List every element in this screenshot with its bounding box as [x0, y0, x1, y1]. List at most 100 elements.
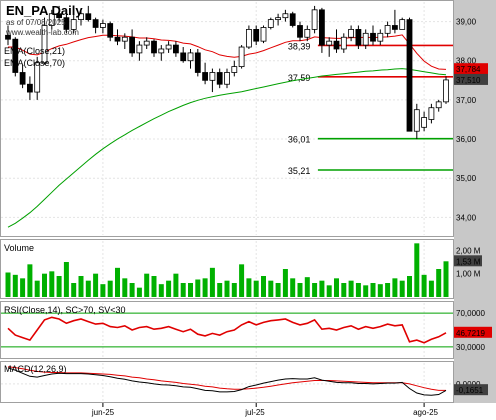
candle-body [428, 107, 435, 120]
candle-body [384, 25, 391, 34]
candle-body [443, 79, 449, 103]
candle [260, 25, 267, 44]
candle [70, 13, 77, 34]
volume-bar [414, 243, 420, 297]
volume-bar [246, 278, 252, 297]
candle [121, 33, 128, 49]
rsi-tick-label: 30,0000 [456, 343, 485, 352]
volume-bar [122, 278, 128, 297]
volume-bar [436, 269, 442, 297]
volume-bar [348, 280, 354, 297]
volume-bar [385, 283, 391, 297]
candle [406, 17, 413, 132]
candle [421, 111, 428, 132]
candle [245, 25, 252, 49]
candle [238, 45, 245, 69]
candle-body [158, 48, 165, 54]
candle [143, 37, 150, 49]
volume-bar [392, 278, 398, 297]
candle [428, 103, 435, 124]
volume-bar [253, 280, 259, 297]
volume-bar [355, 283, 361, 297]
volume-bar [217, 283, 223, 297]
rsi-lines [1, 312, 453, 348]
candle [34, 56, 41, 100]
candle [78, 9, 84, 26]
candle-body [304, 29, 311, 38]
volume-bar [231, 283, 237, 297]
candle [172, 41, 179, 57]
volume-bar [27, 264, 33, 297]
volume-bar [85, 280, 91, 297]
volume-bar [304, 277, 310, 297]
candle-body [355, 29, 362, 46]
candle [114, 29, 121, 46]
candle [267, 17, 274, 30]
volume-bar [326, 285, 332, 297]
volume-bar [297, 283, 303, 297]
volume-bar [407, 276, 412, 297]
candle-body [238, 46, 245, 68]
candle [326, 37, 333, 57]
volume-bar [180, 283, 186, 297]
candle [151, 39, 157, 57]
candle [231, 60, 238, 77]
candle [107, 21, 114, 42]
candle [85, 5, 92, 22]
candle [289, 11, 296, 28]
candle-body [326, 40, 333, 46]
candle-body [48, 13, 55, 26]
candle [100, 19, 106, 34]
macd-lines [1, 366, 453, 396]
x-tick-label: ago-25 [413, 408, 438, 417]
macd-line [7, 367, 447, 396]
volume-bar [63, 262, 69, 297]
ema70-line [7, 68, 447, 228]
candle-body [121, 36, 128, 42]
candle-body [209, 72, 216, 81]
volume-bar [166, 280, 172, 297]
candle [370, 25, 376, 46]
candle-body [34, 62, 41, 93]
support-resistance-levels: 38,39 37,59 36,01 35,21 [288, 41, 453, 176]
volume-bar [136, 287, 142, 297]
volume-bar [195, 279, 201, 297]
x-axis-strip [0, 403, 496, 420]
candle [413, 103, 420, 140]
candle [333, 29, 340, 53]
rsi-pane [0, 301, 454, 359]
rsi-label: RSI(Close,14), SC>70, SV<30 [4, 305, 126, 315]
volume-bar [173, 273, 179, 297]
candle-body [391, 25, 398, 30]
rsi-last-tag-bg [454, 326, 492, 338]
macd-signal-line [7, 366, 446, 391]
candle [304, 25, 311, 42]
candle-body [56, 13, 62, 19]
volume-bar [78, 276, 84, 297]
volume-bar [71, 283, 77, 297]
macd-last-tag: -0,1651 [456, 386, 484, 395]
candle-body [78, 13, 84, 21]
candle-body [406, 19, 413, 132]
price-tick-label: 38,00 [456, 57, 477, 66]
candle-body [202, 72, 209, 81]
candle [26, 76, 33, 100]
volume-last-tag-bg [454, 255, 482, 267]
candle-body [114, 36, 121, 42]
candle-body [421, 117, 428, 128]
candle-body [340, 36, 347, 50]
volume-bar [399, 280, 405, 297]
candle-body [12, 38, 19, 73]
volume-bar [377, 284, 383, 297]
candle-body [231, 66, 238, 73]
candle [282, 9, 289, 22]
volume-bar [107, 280, 113, 297]
candle [129, 29, 136, 57]
volume-bar [239, 264, 245, 297]
candle-body [435, 101, 442, 109]
ema21-last-tag: 37,784 [456, 65, 481, 74]
price-tick-label: 37,00 [456, 96, 477, 105]
candle-body [267, 19, 274, 28]
candle-body [107, 23, 114, 38]
ema21-last-tag-bg [454, 63, 488, 75]
